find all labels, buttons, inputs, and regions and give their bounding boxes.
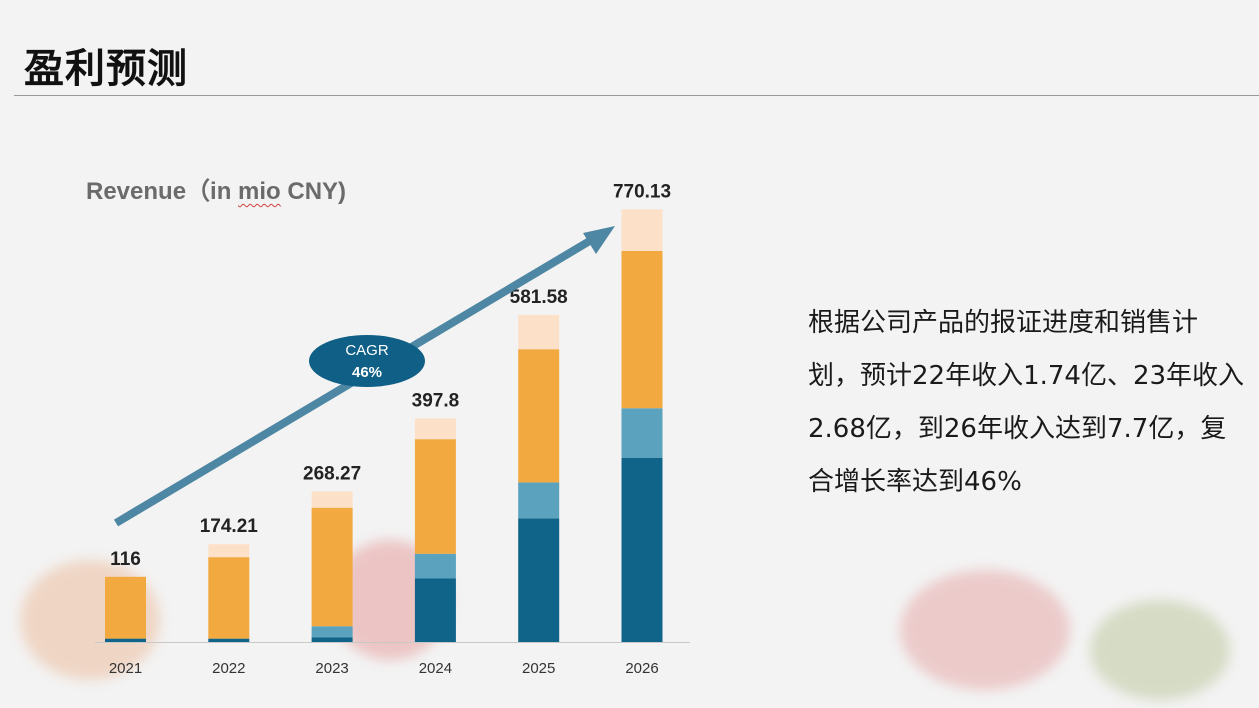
bar-segment-2024-3 — [414, 439, 456, 554]
bar-segment-2023-1 — [311, 637, 353, 642]
bar-segment-2026-4 — [621, 209, 663, 251]
bar-segment-2026-2 — [621, 408, 663, 458]
total-label-2026: 770.13 — [613, 181, 671, 202]
bar-segment-2025-3 — [518, 349, 560, 483]
bar-segment-2023-3 — [311, 507, 353, 627]
page-title: 盈利预测 — [24, 46, 188, 92]
bar-segment-2025-1 — [518, 518, 560, 642]
forecast-description: 根据公司产品的报证进度和销售计划，预计22年收入1.74亿、23年收入2.68亿… — [808, 308, 1245, 497]
chart-title: Revenue（in mio CNY) — [86, 171, 346, 206]
background-decoration — [900, 570, 1070, 690]
background-decoration — [1090, 600, 1230, 700]
bar-segment-2025-2 — [518, 482, 560, 519]
chart-title-prefix: Revenue（in — [86, 178, 239, 205]
bar-segment-2021-3 — [105, 576, 146, 639]
x-tick-label-2022: 2022 — [212, 660, 245, 677]
chart-title-suffix: CNY) — [280, 178, 347, 205]
bar-segment-2024-1 — [414, 578, 456, 642]
x-tick-label-2021: 2021 — [109, 660, 142, 677]
total-label-2024: 397.8 — [412, 390, 460, 411]
bar-segment-2022-3 — [208, 557, 250, 639]
bar-segment-2024-2 — [414, 553, 456, 579]
x-tick-label-2024: 2024 — [419, 660, 452, 677]
bar-segment-2025-4 — [518, 314, 560, 350]
bar-segment-2023-2 — [311, 626, 353, 638]
bar-segment-2026-3 — [621, 250, 663, 409]
bar-segment-2022-4 — [208, 544, 250, 558]
bar-segment-2023-4 — [311, 491, 353, 508]
total-label-2025: 581.58 — [510, 287, 568, 308]
x-tick-label-2026: 2026 — [625, 660, 658, 677]
cagr-arrow-head — [583, 226, 615, 254]
title-divider — [14, 95, 1259, 96]
cagr-value: 46% — [352, 364, 382, 381]
total-label-2021: 116 — [110, 549, 141, 570]
bar-segment-2022-1 — [208, 638, 250, 642]
cagr-label: CAGR — [345, 342, 389, 359]
x-tick-label-2025: 2025 — [522, 660, 555, 677]
cagr-badge — [309, 335, 425, 387]
chart-title-unit: mio — [238, 178, 281, 205]
total-label-2022: 174.21 — [200, 516, 259, 537]
x-tick-label-2023: 2023 — [315, 660, 348, 677]
bar-segment-2024-4 — [414, 418, 456, 440]
bar-segment-2021-1 — [105, 638, 146, 642]
total-label-2023: 268.27 — [303, 463, 361, 484]
bar-segment-2026-1 — [621, 457, 663, 642]
